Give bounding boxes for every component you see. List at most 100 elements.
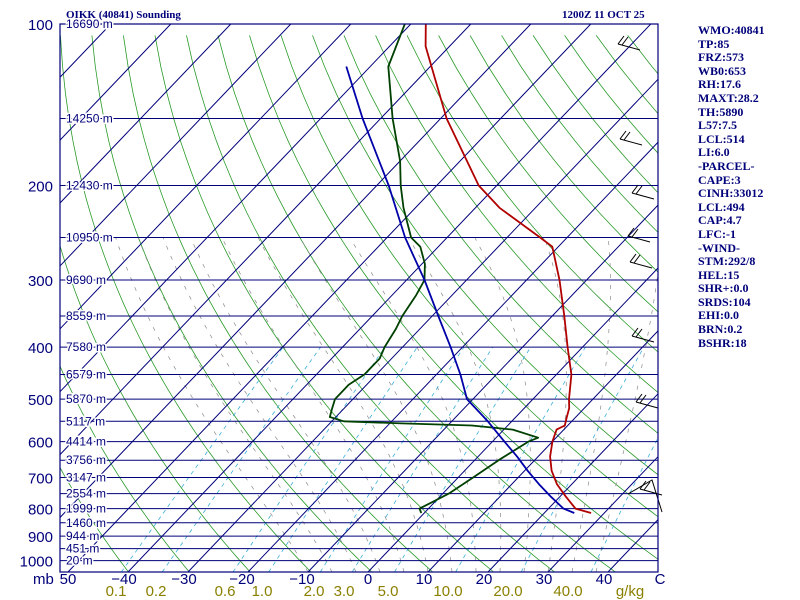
moist-adiabat-18 [349, 237, 477, 572]
stat-line: EHI:0.0 [698, 308, 740, 323]
stat-line: WMO:40841 [698, 23, 765, 37]
wind-barb-staff [631, 192, 655, 200]
isotherm-m10 [307, 204, 658, 572]
dewpoint-profile [328, 24, 540, 514]
pressure-tick-500: 500 [28, 392, 53, 409]
wind-barb-flag [635, 393, 643, 403]
height-label-900: 944 m [66, 529, 99, 543]
dry-adiabat-280 [123, 35, 433, 572]
wind-barb-flag [619, 130, 627, 140]
mixing-ratio-line-1 [268, 346, 418, 572]
parcel-profile [345, 66, 575, 514]
moist-adiabat-38 [595, 270, 658, 572]
stat-line: TH:5890 [698, 104, 744, 119]
wind-barb-low [627, 479, 663, 513]
pressure-tick-600: 600 [28, 435, 53, 452]
mixing-ratio-line-0p2 [161, 346, 321, 572]
wind-barb-1 [619, 130, 643, 146]
stat-line: -WIND- [698, 240, 740, 255]
mixing-ratio-tick-8: 20.0 [493, 583, 522, 600]
wind-barb-flag [629, 253, 637, 263]
wind-barb-5 [631, 327, 655, 343]
height-label-400: 7580 m [66, 340, 106, 354]
moist-adiabat-34 [571, 237, 611, 572]
height-label-650: 3756 m [66, 453, 106, 467]
height-label-600: 4414 m [66, 435, 106, 449]
dry-adiabat-240 [60, 365, 190, 572]
moist-adiabat-10 [257, 237, 429, 572]
stat-line: MAXT:28.2 [698, 90, 759, 105]
wind-barb-flag [631, 184, 639, 194]
wind-barb-flag [635, 185, 643, 195]
mixing-ratio-tick-2: 0.6 [215, 583, 236, 600]
height-label-750: 2554 m [66, 487, 106, 501]
temperature-tick-6: 10 [416, 571, 433, 588]
mixing-ratio-line-40 [590, 437, 658, 572]
stat-line: CAPE:3 [698, 172, 741, 187]
stat-line: WB0:653 [698, 63, 746, 78]
wind-barb-staff [635, 401, 659, 409]
wind-barb-flag [631, 228, 639, 238]
pressure-tick-400: 400 [28, 340, 53, 357]
stat-line: CAP:4.7 [698, 213, 742, 228]
dry-adiabat-310 [217, 35, 616, 572]
height-label-200: 12430 m [66, 179, 113, 193]
mixing-ratio-tick-5: 3.0 [334, 583, 355, 600]
dry-adiabat-250 [60, 244, 251, 572]
stat-line: TP:85 [698, 36, 730, 51]
isotherm-m40 [127, 24, 652, 572]
mixing-ratio-tick-3: 1.0 [252, 583, 273, 600]
stat-line: FRZ:573 [698, 50, 744, 65]
stat-line: SHR+:0.0 [698, 281, 749, 296]
dry-adiabat-330 [280, 35, 658, 518]
height-label-950: 451 m [66, 542, 99, 556]
mixing-ratio-tick-0: 0.1 [106, 583, 127, 600]
isotherm-10 [427, 330, 658, 572]
height-label-450: 6579 m [66, 368, 106, 382]
temperature-tick-4: −10 [289, 571, 314, 588]
wind-barb-2 [631, 184, 655, 200]
temperature-tick-3: −20 [229, 571, 254, 588]
stat-line: BRN:0.2 [698, 322, 743, 337]
wind-barb-flag [633, 254, 641, 264]
stat-line: LI:6.0 [698, 145, 730, 160]
wind-barb-4 [629, 253, 653, 269]
chart-title: OIKK (40841) Sounding [66, 9, 181, 21]
moist-adiabat-14 [299, 237, 453, 572]
stat-line: HEL:15 [698, 267, 740, 282]
stat-line: LCL:494 [698, 199, 745, 214]
isotherm-m70 [60, 24, 472, 456]
wind-barb-6 [635, 393, 659, 409]
moist-adiabat-2 [190, 237, 381, 572]
isotherm-m30 [187, 78, 658, 572]
wind-barb-flag [623, 131, 631, 141]
isotherm-m50 [67, 24, 592, 572]
height-label-1000: 20 m [66, 554, 93, 568]
wind-barbs [617, 35, 663, 513]
temperature-tick-7: 20 [476, 571, 493, 588]
temperature-profile [424, 24, 592, 514]
isotherm-m90 [60, 24, 352, 330]
stat-line: LCL:514 [698, 131, 745, 146]
mixing-ratio-tick-4: 2.0 [304, 583, 325, 600]
wind-barb-low-line [627, 479, 663, 513]
stats-panel: WMO:40841 TP:85 FRZ:573 WB0:653 RH:17.6 MAXT:… [698, 23, 798, 350]
height-label-150: 14250 m [66, 111, 113, 125]
height-label-700: 3147 m [66, 471, 106, 485]
profiles [328, 24, 592, 514]
mixing-ratio-lines [120, 346, 658, 572]
isotherm-m80 [60, 24, 412, 393]
stat-line: RH:17.6 [698, 77, 741, 92]
wind-barb-flag [617, 35, 625, 45]
isotherm-m60 [60, 24, 532, 519]
dry-adiabats [60, 35, 658, 572]
height-label-550: 5117 m [66, 414, 105, 428]
height-label-350: 8559 m [66, 309, 106, 323]
dry-adiabat-380 [438, 35, 658, 313]
wind-barb-staff [631, 335, 655, 343]
wind-barb-flag [639, 394, 647, 404]
dry-adiabat-320 [249, 35, 658, 560]
wind-barb-3 [627, 227, 651, 243]
temperature-tick-10: C [655, 571, 666, 588]
